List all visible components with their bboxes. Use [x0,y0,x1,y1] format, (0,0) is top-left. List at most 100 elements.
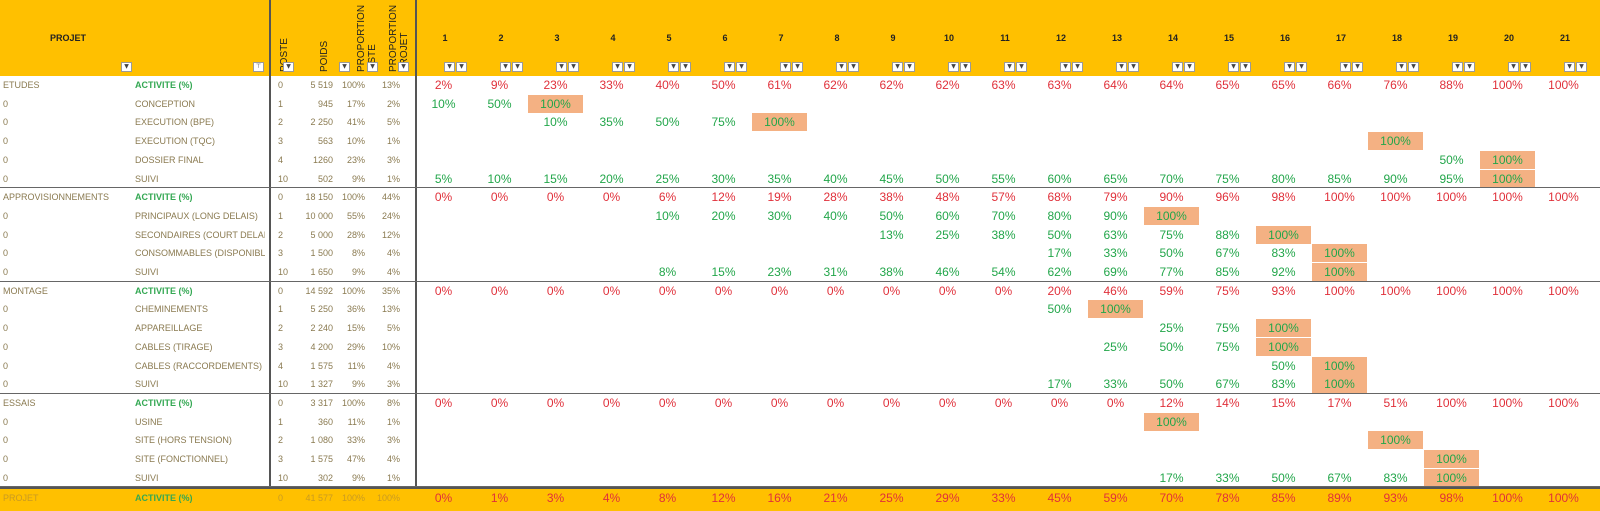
cell-week-12[interactable]: 17% [1047,377,1072,392]
cell-week-14[interactable]: 17% [1159,470,1184,485]
cell-week-2[interactable]: 1% [490,491,509,506]
cell-week-9[interactable]: 13% [879,227,904,242]
cell-week-10[interactable]: 48% [935,190,960,205]
cell-week-19[interactable]: 100% [1424,450,1479,468]
cell-week-11[interactable]: 0% [994,283,1013,298]
cell-week-15[interactable]: 67% [1215,246,1240,261]
cell-week-14[interactable]: 59% [1159,283,1184,298]
cell-week-3[interactable]: 23% [543,78,568,92]
cell-week-16[interactable]: 15% [1271,395,1296,410]
cell-week-8[interactable]: 31% [823,265,848,279]
filter-dropdown-week-6-alt[interactable]: ▼ [724,62,735,72]
cell-week-2[interactable]: 0% [490,190,509,205]
cell-week-21[interactable]: 100% [1548,283,1579,298]
cell-week-8[interactable]: 21% [823,491,848,506]
cell-week-13[interactable]: 33% [1103,246,1128,261]
cell-week-13[interactable]: 69% [1103,265,1128,279]
cell-week-11[interactable]: 70% [991,208,1016,223]
cell-week-19[interactable]: 100% [1436,395,1467,410]
cell-week-13[interactable]: 63% [1103,227,1128,242]
filter-dropdown-week-20-alt[interactable]: ▼ [1508,62,1519,72]
cell-week-16[interactable]: 100% [1256,319,1311,338]
cell-week-19[interactable]: 50% [1439,152,1464,167]
cell-week-9[interactable]: 0% [882,395,901,410]
cell-week-14[interactable]: 90% [1159,190,1184,205]
cell-week-7[interactable]: 100% [752,113,807,132]
cell-week-19[interactable]: 98% [1439,491,1464,506]
cell-week-18[interactable]: 51% [1383,395,1408,410]
cell-week-6[interactable]: 30% [711,171,736,186]
filter-dropdown-week-13-alt[interactable]: ▼ [1116,62,1127,72]
cell-week-10[interactable]: 60% [935,208,960,223]
filter-dropdown-week-13[interactable]: ▼ [1128,62,1139,72]
cell-week-21[interactable]: 100% [1548,395,1579,410]
cell-week-1[interactable]: 10% [431,96,456,111]
cell-week-7[interactable]: 0% [770,395,789,410]
cell-week-12[interactable]: 50% [1047,227,1072,242]
cell-week-6[interactable]: 0% [714,283,733,298]
cell-week-7[interactable]: 19% [767,190,792,205]
cell-week-7[interactable]: 61% [767,78,792,92]
filter-dropdown-week-17[interactable]: ▼ [1352,62,1363,72]
filter-dropdown-week-3[interactable]: ▼ [568,62,579,72]
cell-week-4[interactable]: 4% [602,491,621,506]
cell-week-9[interactable]: 62% [879,78,904,92]
cell-week-17[interactable]: 89% [1327,491,1352,506]
filter-dropdown-week-19-alt[interactable]: ▼ [1452,62,1463,72]
cell-week-14[interactable]: 70% [1159,491,1184,506]
cell-week-15[interactable]: 33% [1215,470,1240,485]
cell-week-21[interactable]: 100% [1548,78,1579,92]
cell-week-1[interactable]: 5% [434,171,453,186]
cell-week-8[interactable]: 40% [823,208,848,223]
cell-week-14[interactable]: 12% [1159,395,1184,410]
cell-week-1[interactable]: 0% [434,190,453,205]
cell-week-14[interactable]: 50% [1159,377,1184,392]
cell-week-4[interactable]: 33% [599,78,624,92]
cell-week-4[interactable]: 0% [602,395,621,410]
filter-dropdown-proportion-liste[interactable]: ▼ [367,62,378,72]
cell-week-15[interactable]: 65% [1215,78,1240,92]
filter-dropdown-week-2[interactable]: ▼ [512,62,523,72]
filter-dropdown-week-14-alt[interactable]: ▼ [1172,62,1183,72]
cell-week-13[interactable]: 79% [1103,190,1128,205]
cell-week-14[interactable]: 77% [1159,265,1184,279]
cell-week-2[interactable]: 10% [487,171,512,186]
cell-week-19[interactable]: 100% [1436,190,1467,205]
cell-week-15[interactable]: 88% [1215,227,1240,242]
cell-week-5[interactable]: 50% [655,115,680,130]
cell-week-3[interactable]: 10% [543,115,568,130]
cell-week-14[interactable]: 75% [1159,227,1184,242]
cell-week-8[interactable]: 62% [823,78,848,92]
filter-dropdown-week-2-alt[interactable]: ▼ [500,62,511,72]
cell-week-17[interactable]: 66% [1327,78,1352,92]
cell-week-15[interactable]: 14% [1215,395,1240,410]
cell-week-16[interactable]: 85% [1271,491,1296,506]
filter-dropdown-week-18-alt[interactable]: ▼ [1396,62,1407,72]
filter-dropdown-week-1-alt[interactable]: ▼ [444,62,455,72]
cell-week-13[interactable]: 25% [1103,339,1128,354]
filter-dropdown-week-10-alt[interactable]: ▼ [948,62,959,72]
cell-week-9[interactable]: 38% [879,265,904,279]
cell-week-12[interactable]: 62% [1047,265,1072,279]
cell-week-2[interactable]: 9% [490,78,509,92]
cell-week-1[interactable]: 0% [434,395,453,410]
cell-week-14[interactable]: 50% [1159,339,1184,354]
cell-week-9[interactable]: 38% [879,190,904,205]
cell-week-16[interactable]: 50% [1271,358,1296,373]
cell-week-19[interactable]: 100% [1424,468,1479,487]
cell-week-17[interactable]: 100% [1324,283,1355,298]
cell-week-16[interactable]: 100% [1256,337,1311,356]
cell-week-15[interactable]: 85% [1215,265,1240,279]
cell-week-16[interactable]: 65% [1271,78,1296,92]
cell-week-5[interactable]: 0% [658,395,677,410]
filter-dropdown-week-1[interactable]: ▼ [456,62,467,72]
cell-week-1[interactable]: 2% [434,78,453,92]
cell-week-6[interactable]: 12% [711,491,736,506]
cell-week-16[interactable]: 83% [1271,246,1296,261]
cell-week-7[interactable]: 35% [767,171,792,186]
cell-week-18[interactable]: 100% [1380,283,1411,298]
filter-dropdown-week-8[interactable]: ▼ [848,62,859,72]
cell-week-2[interactable]: 0% [490,395,509,410]
cell-week-4[interactable]: 20% [599,171,624,186]
cell-week-9[interactable]: 0% [882,283,901,298]
